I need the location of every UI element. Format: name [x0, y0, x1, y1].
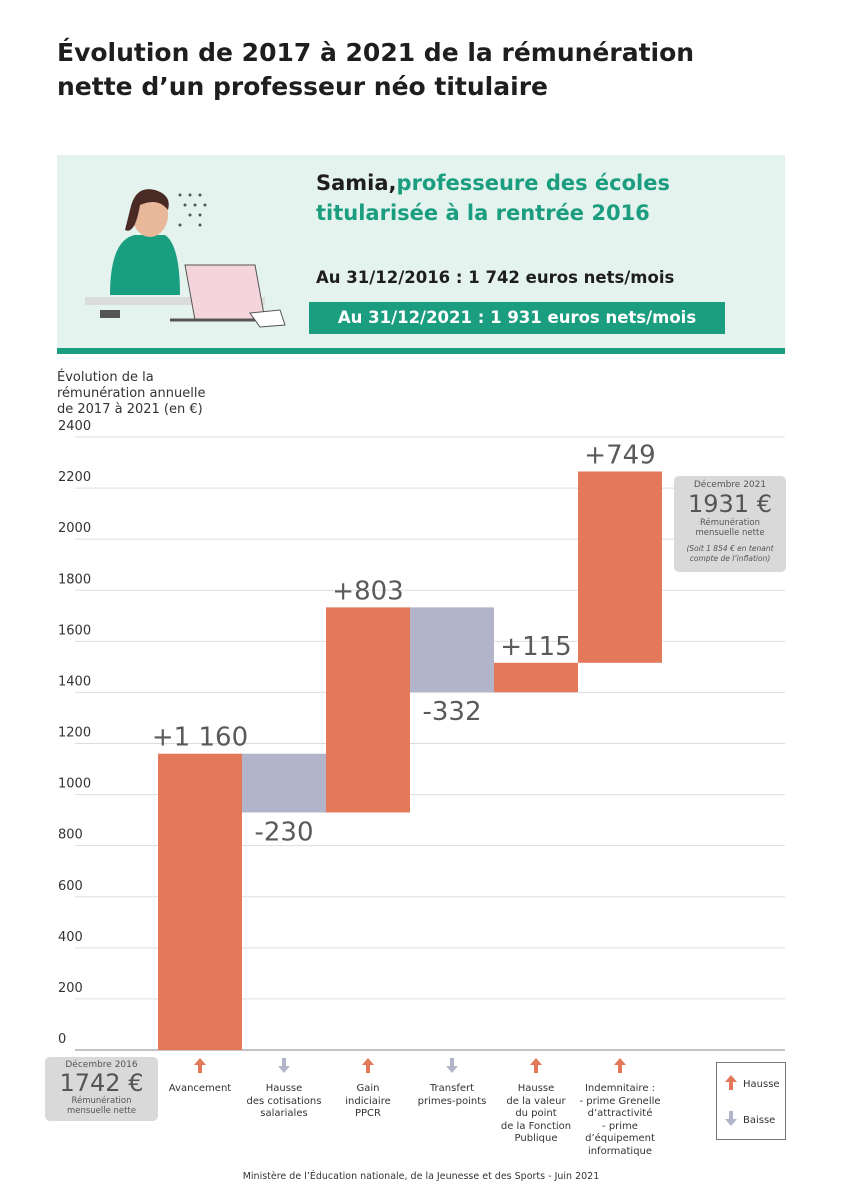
arrow-up	[530, 1058, 542, 1073]
profile-heading: Samia, professeure des écoles titularisée…	[316, 168, 670, 228]
value-label: -332	[422, 697, 481, 727]
bar	[578, 471, 662, 663]
arrow-down	[278, 1058, 290, 1073]
y-tick-label: 0	[58, 1032, 66, 1047]
end-date: Décembre 2021	[693, 480, 767, 490]
value-label: +803	[332, 576, 403, 606]
x-tick-label: Indemnitaire : - prime Grenelle d’attrac…	[579, 1083, 661, 1157]
y-tick-label: 1800	[58, 572, 91, 587]
profile-name: Samia,	[316, 171, 397, 195]
bar	[494, 662, 578, 693]
y-tick-label: 2400	[58, 419, 91, 434]
bar	[158, 753, 242, 1050]
arrow-up	[614, 1058, 626, 1073]
value-label: +115	[500, 632, 571, 662]
title: Évolution de 2017 à 2021 de la rémunérat…	[57, 38, 695, 101]
y-tick-label: 2000	[58, 521, 91, 536]
value-label: -230	[254, 817, 313, 847]
arrow-down	[446, 1058, 458, 1073]
y-tick-label: 2200	[58, 470, 91, 485]
bar	[410, 607, 494, 693]
x-tick-label: Transfert primes-points	[417, 1083, 487, 1107]
legend	[716, 1062, 786, 1140]
y-tick-label: 400	[58, 930, 83, 945]
x-tick-label: Hausse des cotisations salariales	[246, 1083, 322, 1119]
end-note: (Soit 1 854 € en tenant compte de l’infl…	[686, 544, 774, 563]
y-tick-label: 1600	[58, 623, 91, 638]
arrow-up	[194, 1058, 206, 1073]
x-tick-label: Avancement	[168, 1083, 232, 1094]
y-tick-label: 600	[58, 879, 83, 894]
x-tick-label: Hausse de la valeur du point de la Fonct…	[500, 1083, 572, 1144]
y-tick-label: 1000	[58, 777, 91, 792]
panel-rule	[57, 348, 785, 354]
y-tick-label: 1400	[58, 674, 91, 689]
arrow-up	[362, 1058, 374, 1073]
y-axis-label: Évolution de la rémunération annuelle de…	[57, 370, 206, 417]
legend-label: Hausse	[743, 1079, 780, 1090]
salary-2016: Au 31/12/2016 : 1 742 euros nets/mois	[316, 268, 675, 287]
value-label: +749	[584, 440, 655, 470]
arrow-down	[725, 1111, 737, 1126]
x-tick-label: Gain indiciaire PPCR	[345, 1083, 391, 1119]
profile-role: professeure des écoles titularisée à la …	[316, 171, 670, 225]
y-tick-label: 800	[58, 828, 83, 843]
end-caption: Rémunération mensuelle nette	[695, 518, 765, 538]
footer: Ministère de l’Éducation nationale, de l…	[242, 1171, 600, 1182]
illustration	[85, 189, 286, 328]
bar	[242, 753, 326, 813]
start-amount: 1742 €	[59, 1069, 144, 1097]
bar	[326, 607, 410, 813]
end-box: Décembre 2021 1931 € Rémunération mensue…	[674, 476, 786, 572]
salary-2021: Au 31/12/2021 : 1 931 euros nets/mois	[309, 302, 725, 334]
start-box: Décembre 2016 1742 € Rémunération mensue…	[45, 1057, 158, 1121]
end-amount: 1931 €	[688, 490, 772, 518]
arrow-up	[725, 1075, 737, 1090]
y-tick-label: 1200	[58, 726, 91, 741]
y-tick-label: 200	[58, 981, 83, 996]
legend-label: Baisse	[743, 1115, 775, 1126]
value-label: +1 160	[152, 723, 248, 753]
start-date: Décembre 2016	[65, 1060, 138, 1070]
start-caption: Rémunération mensuelle nette	[66, 1096, 137, 1116]
